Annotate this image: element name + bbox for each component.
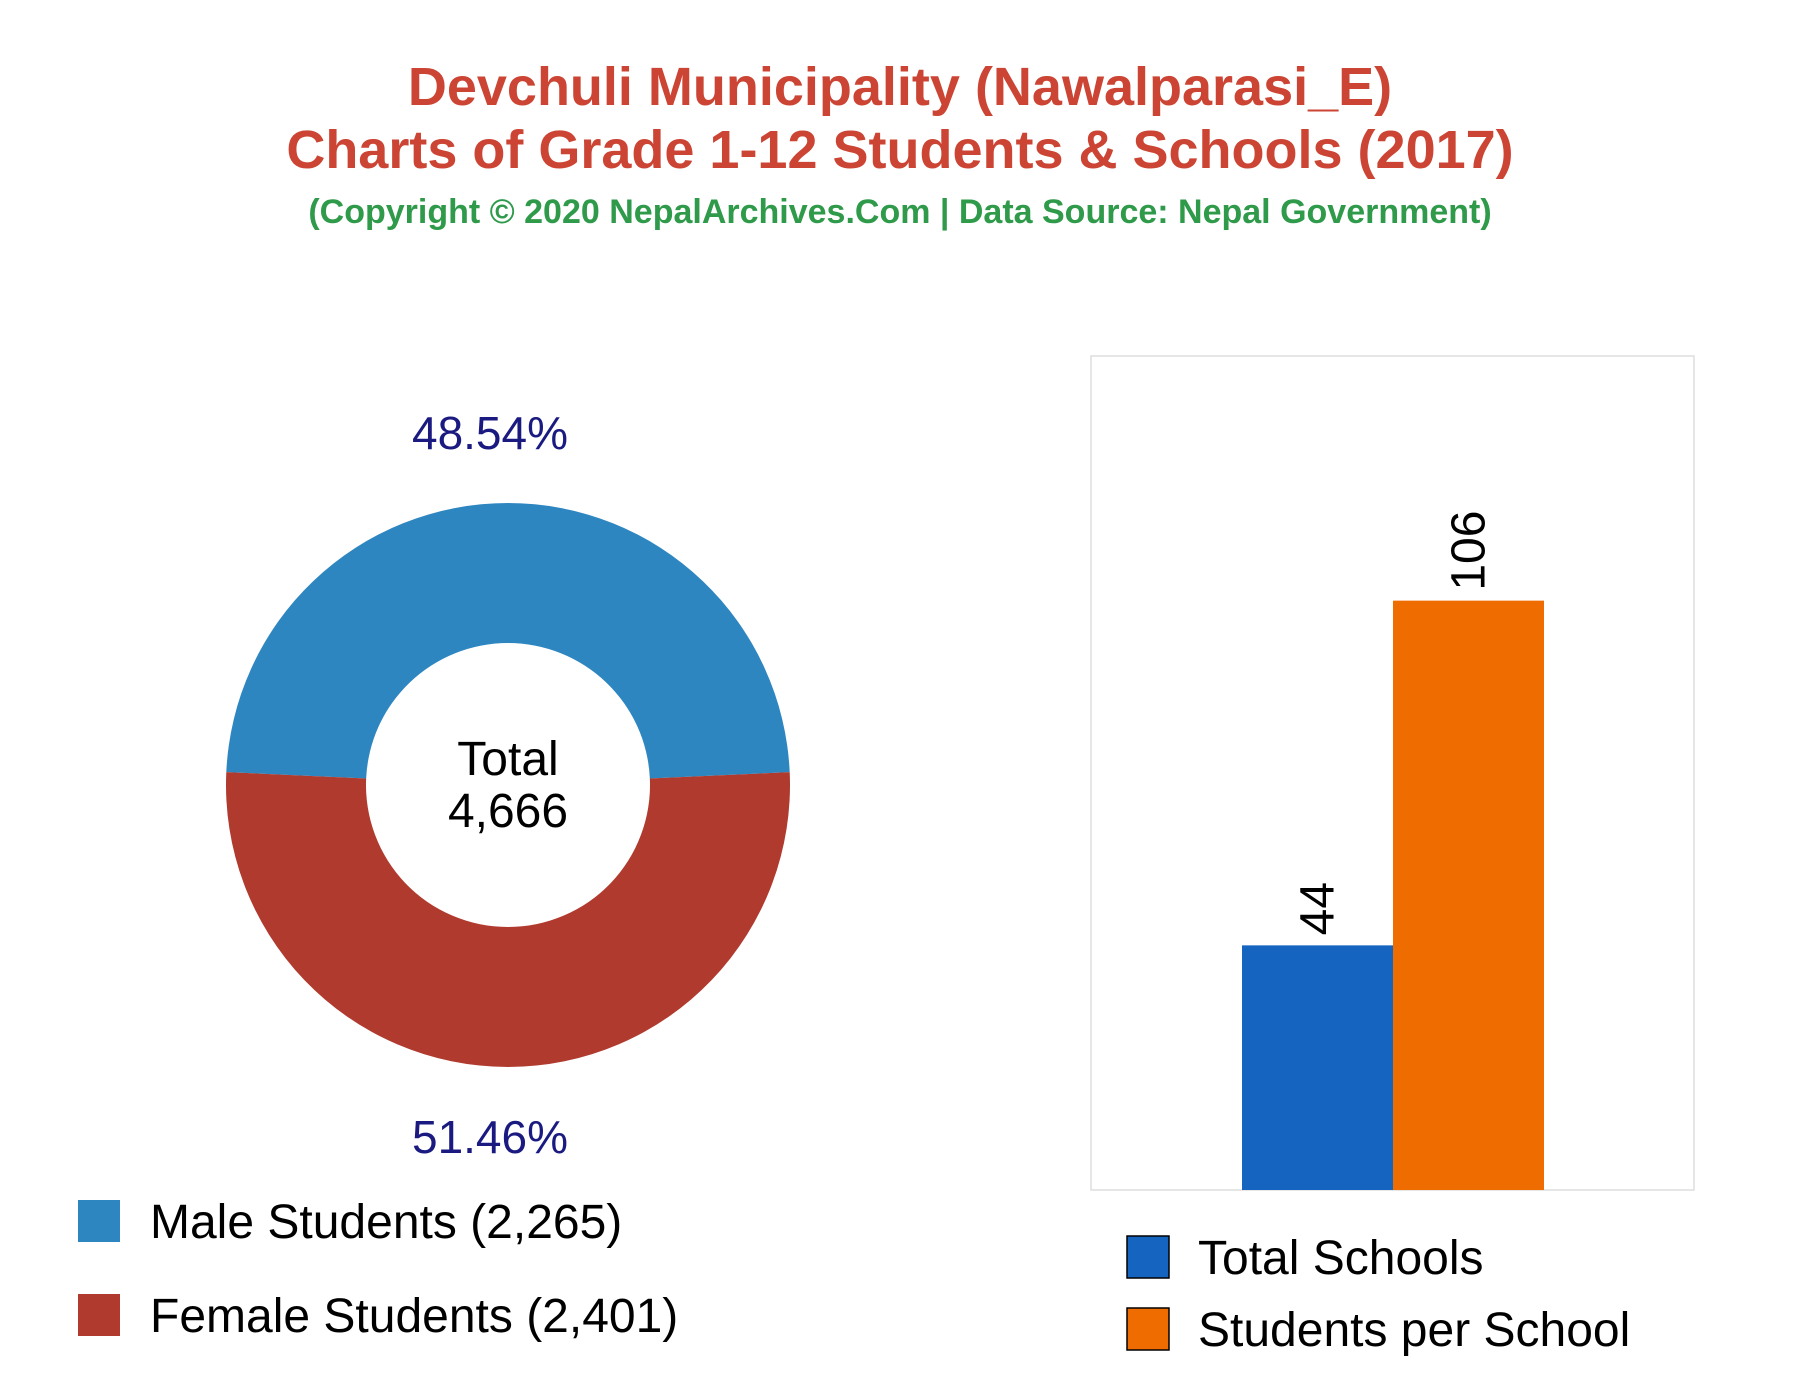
donut-slice-female: [225, 772, 790, 1068]
bar-total-schools: [1242, 945, 1393, 1190]
bar-students-per-school: [1393, 600, 1544, 1190]
legend-swatch-male: [78, 1200, 120, 1242]
legend-swatch-female: [78, 1294, 120, 1336]
donut-center-total: 4,666: [448, 785, 568, 838]
legend-swatch-students-per-school: [1126, 1307, 1170, 1351]
legend-label-students-per-school: Students per School: [1198, 1304, 1630, 1357]
percent-label-female: 51.46%: [412, 1111, 568, 1163]
legend-swatch-total-schools: [1126, 1235, 1170, 1279]
donut-slice-male: [226, 503, 790, 779]
chart-title-line-2: Charts of Grade 1-12 Students & Schools …: [286, 120, 1514, 180]
donut-center-label: Total: [457, 733, 558, 786]
chart-subtitle: (Copyright © 2020 NepalArchives.Com | Da…: [308, 193, 1492, 231]
legend-label-female: Female Students (2,401): [150, 1290, 678, 1343]
bar-value-label-students-per-school: 106: [1443, 511, 1496, 591]
chart-title-line-1: Devchuli Municipality (Nawalparasi_E): [407, 57, 1393, 117]
legend-label-male: Male Students (2,265): [150, 1196, 622, 1249]
percent-label-male: 48.54%: [412, 407, 568, 459]
bar-value-label-total-schools: 44: [1292, 882, 1345, 935]
legend-label-total-schools: Total Schools: [1198, 1232, 1484, 1285]
